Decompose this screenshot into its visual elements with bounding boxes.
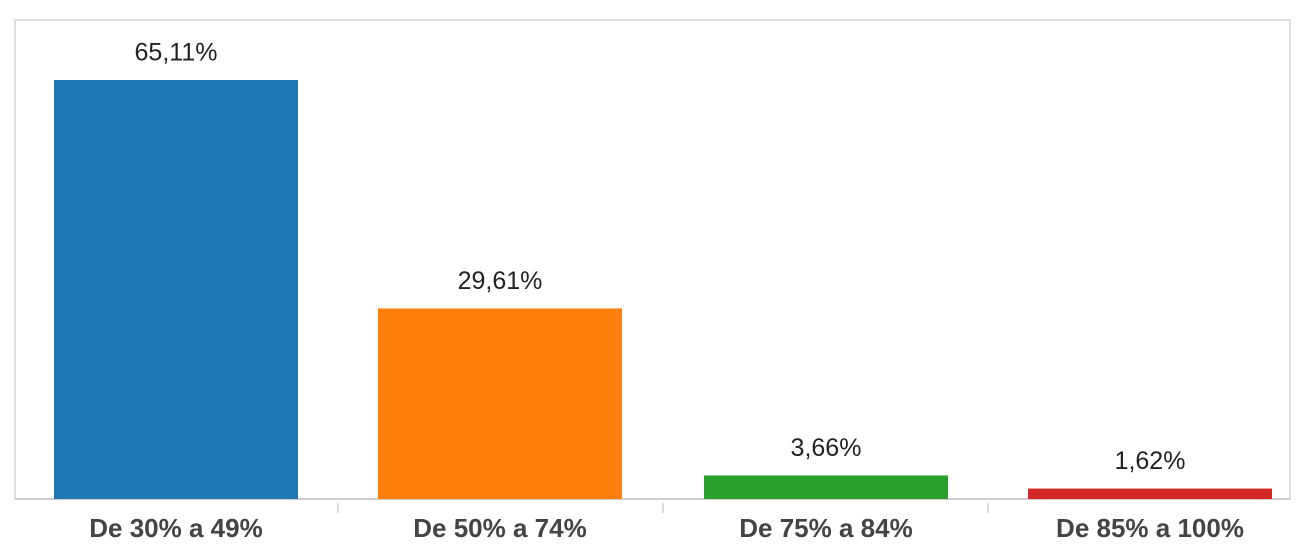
x-tick-label: De 30% a 49% [89,513,262,543]
value-label: 29,61% [458,267,543,295]
x-tick-label: De 50% a 74% [413,513,586,543]
bar [1028,488,1272,499]
value-label: 3,66% [791,434,862,462]
bar [704,475,948,499]
x-tick-label: De 75% a 84% [739,513,912,543]
bar [378,308,622,499]
bar [54,80,298,499]
x-tick-label: De 85% a 100% [1056,513,1244,543]
value-label: 65,11% [135,39,218,67]
value-label: 1,62% [1115,447,1186,475]
